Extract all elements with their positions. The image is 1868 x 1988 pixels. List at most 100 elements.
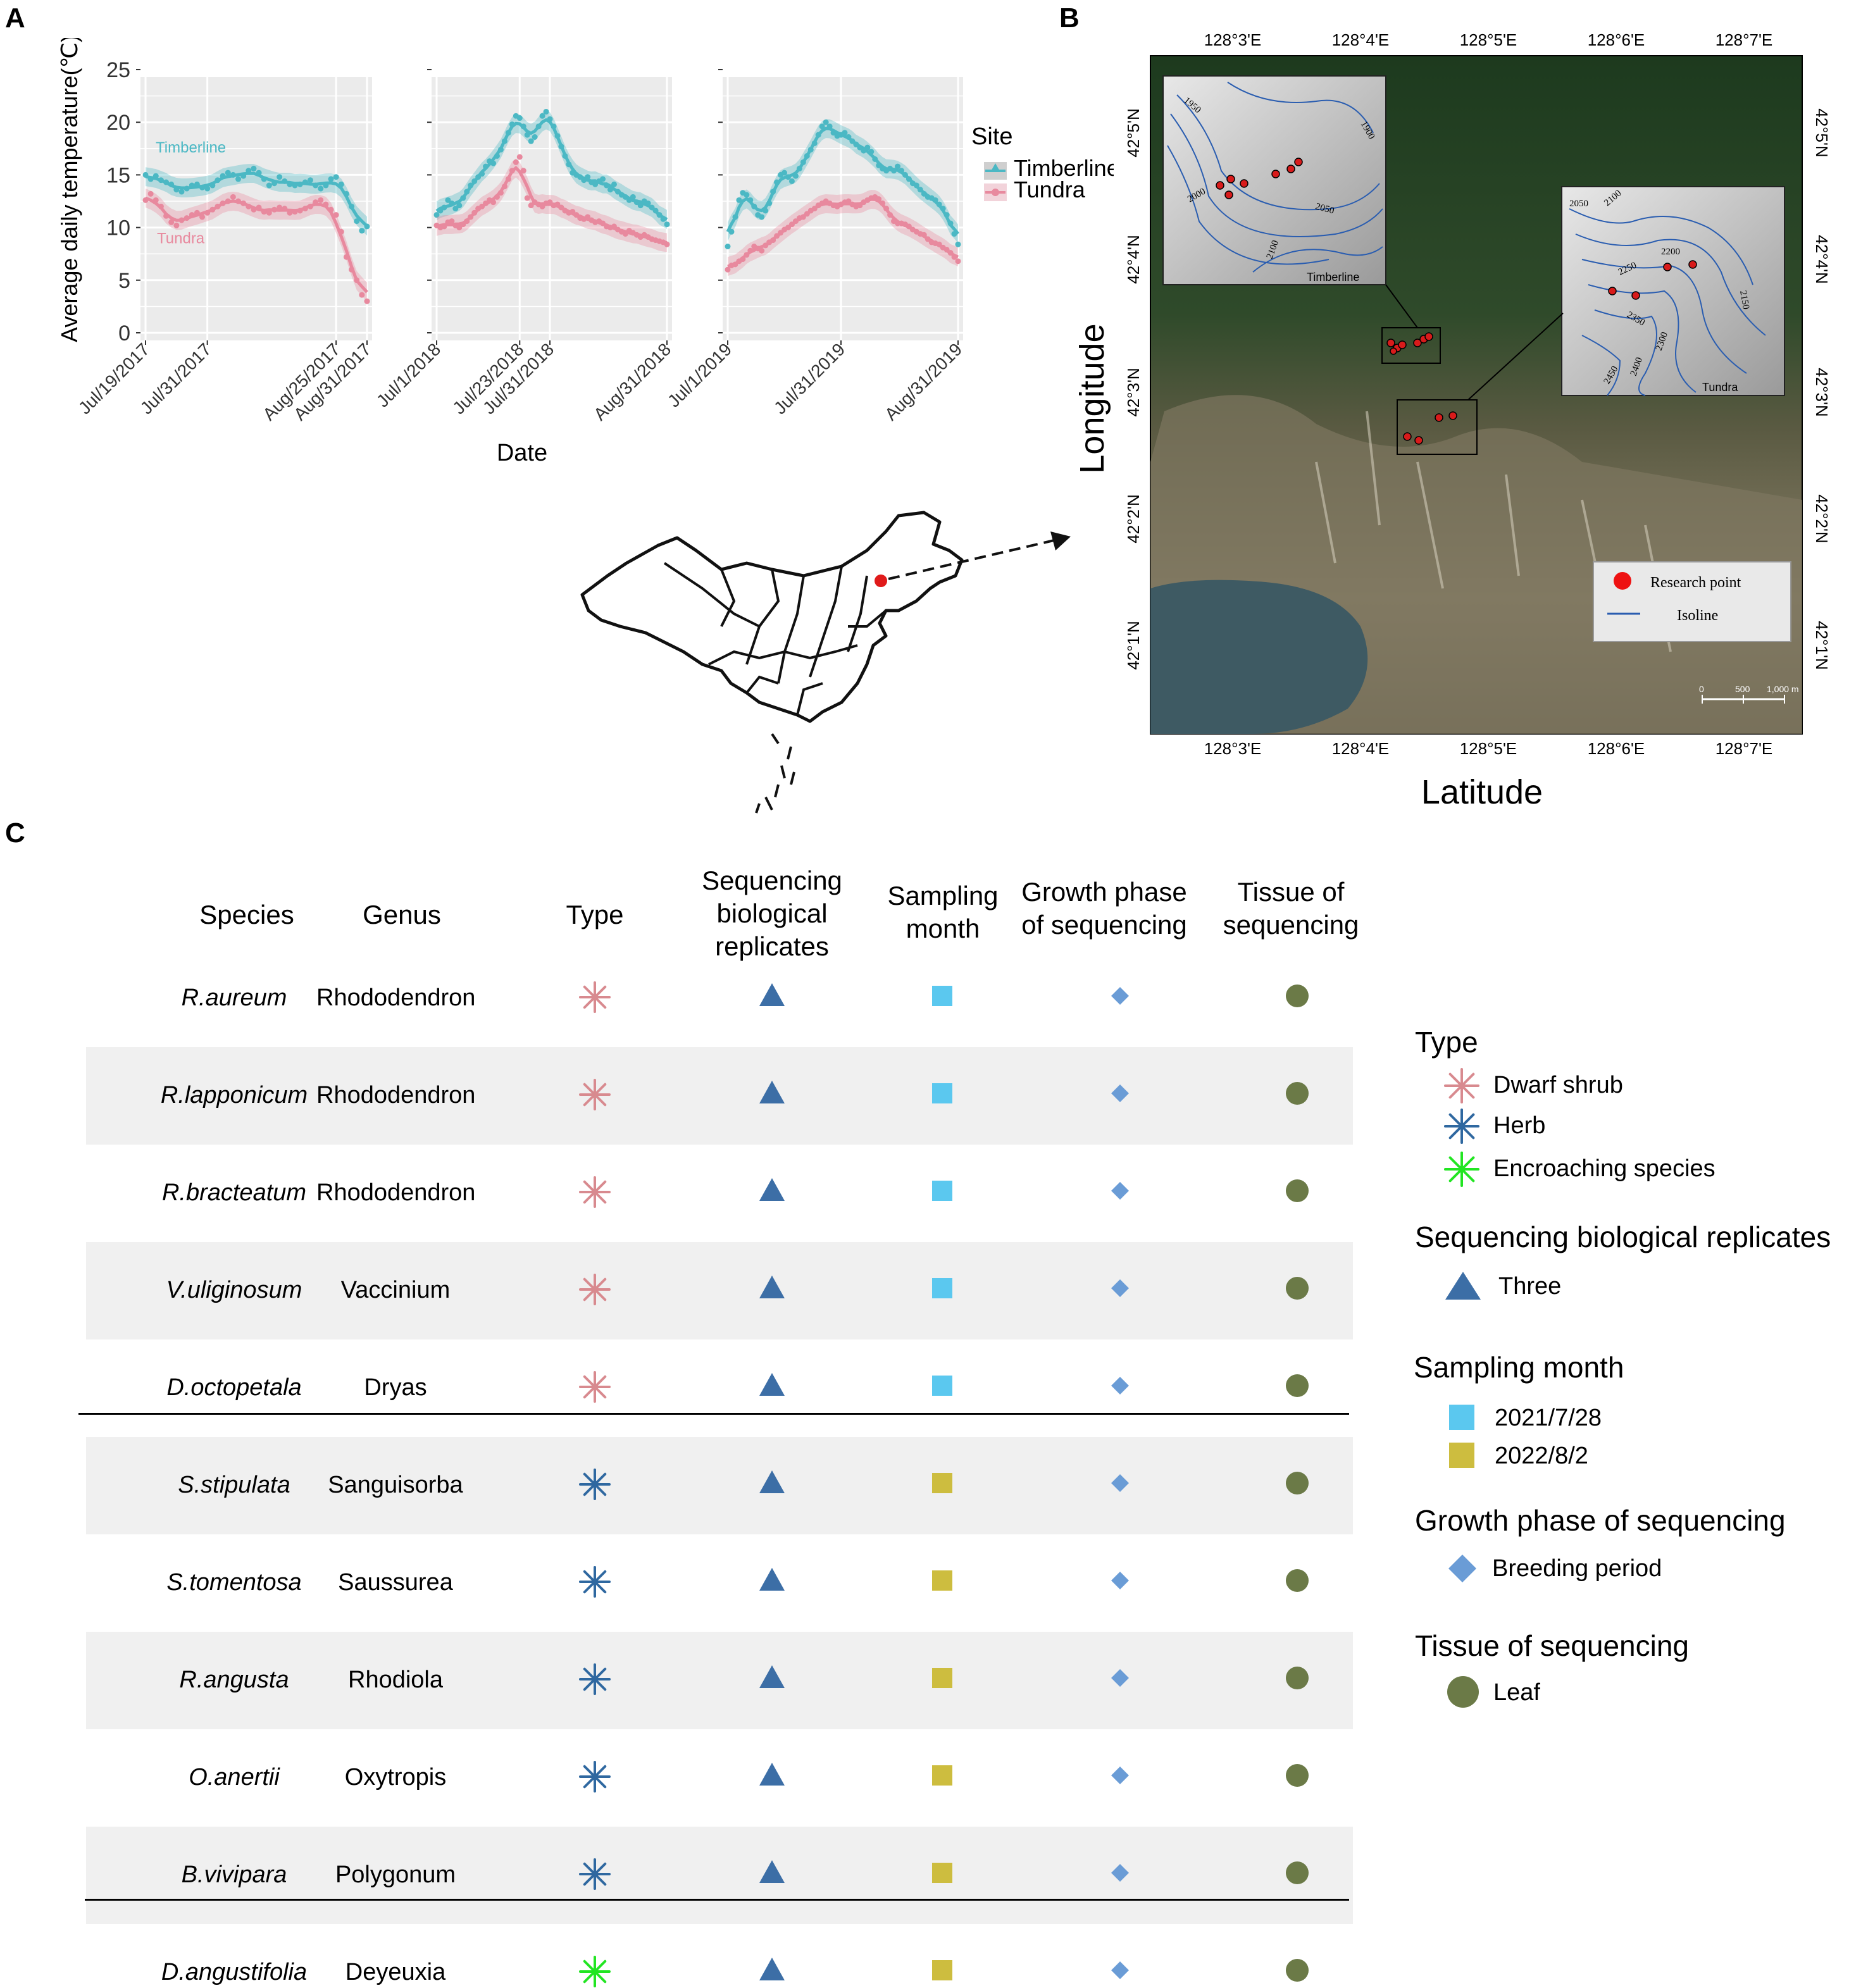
replicates-triangle-icon (759, 1470, 785, 1493)
data-point (849, 138, 856, 144)
data-point (759, 214, 765, 220)
month-square-icon (932, 1376, 952, 1396)
data-point (637, 202, 644, 209)
data-point (785, 225, 791, 231)
genus-name: Dryas (364, 1374, 427, 1401)
data-point (483, 163, 489, 170)
genus-name: Saussurea (338, 1569, 453, 1596)
species-name: D.angustifolia (161, 1959, 308, 1985)
data-point (951, 254, 957, 260)
data-point (652, 208, 659, 214)
genus-name: Rhodiola (348, 1667, 443, 1693)
crater-lake (1150, 580, 1368, 734)
data-point (547, 199, 553, 206)
data-point (349, 203, 355, 209)
data-point (872, 156, 878, 162)
data-point (468, 182, 474, 189)
data-point (349, 266, 355, 273)
data-point (338, 228, 344, 235)
data-point (277, 204, 283, 211)
data-point (158, 203, 164, 209)
data-point (359, 228, 365, 234)
header-line: Tissue of (1237, 877, 1345, 907)
legend-title: Site (971, 123, 1012, 150)
replicates-triangle-icon (759, 983, 785, 1006)
genus-name: Rhododendron (316, 1179, 476, 1206)
data-point (490, 199, 497, 206)
type-star-icon (579, 1858, 611, 1890)
data-point (891, 168, 897, 174)
series-timberline (433, 109, 670, 229)
data-point (513, 159, 519, 165)
legend-type-title: Type (1415, 1026, 1478, 1059)
data-point (539, 113, 545, 119)
series-tundra (433, 154, 670, 252)
data-point (740, 256, 746, 263)
species-name: R.lapponicum (160, 1082, 308, 1109)
tissue-circle-icon (1286, 1179, 1309, 1202)
data-point (566, 161, 572, 168)
divider-line (78, 1413, 1349, 1415)
data-point (558, 143, 564, 149)
data-point (494, 152, 500, 159)
data-point (505, 130, 511, 136)
growth-diamond-icon (1111, 1084, 1129, 1102)
data-point (483, 200, 489, 206)
study-area-map: 1950 1900 2000 2050 2100 Timberline 2050… (1073, 30, 1831, 811)
x-tick-label: Jul/1/2019 (664, 339, 735, 411)
genus-name: Oxytropis (344, 1764, 447, 1791)
data-point (471, 209, 478, 216)
data-point (441, 204, 447, 211)
legend-tissue-title: Tissue of sequencing (1415, 1629, 1690, 1662)
data-point (215, 177, 221, 183)
chart-xlabel: Date (497, 440, 547, 466)
growth-diamond-icon (1111, 1961, 1129, 1979)
arrow-icon (1050, 531, 1071, 550)
data-point (853, 141, 859, 147)
data-point (147, 190, 154, 197)
data-point (251, 206, 257, 213)
data-point (804, 211, 810, 217)
dwarf-shrub-icon (1444, 1068, 1479, 1103)
data-point (220, 173, 226, 179)
map-legend: Research point Isoline (1593, 561, 1791, 642)
scale-label: 1,000 m (1767, 684, 1799, 694)
data-point (460, 195, 466, 201)
species-name: V.uliginosum (166, 1277, 302, 1303)
data-point (328, 206, 334, 213)
data-point (936, 201, 942, 208)
data-point (796, 165, 802, 171)
species-name: B.vivipara (181, 1861, 287, 1888)
data-point (194, 209, 200, 216)
data-point (246, 203, 252, 209)
data-point (323, 182, 329, 189)
x-tick-label: Jul/1/2018 (373, 339, 444, 411)
data-point (343, 190, 349, 197)
map-tick-bottom: 128°4'E (1332, 739, 1390, 758)
genus-name: Rhododendron (316, 985, 476, 1011)
data-point (664, 241, 670, 247)
type-star-icon (579, 1663, 611, 1695)
data-point (906, 223, 912, 230)
data-point (475, 174, 482, 180)
data-point (763, 208, 769, 214)
data-point (501, 183, 507, 190)
data-point (732, 261, 738, 268)
data-point (449, 200, 455, 206)
series-tundra (142, 189, 370, 304)
data-point (189, 182, 195, 189)
data-point (505, 176, 511, 182)
data-point (864, 144, 871, 151)
data-point (751, 203, 757, 209)
data-point (622, 231, 628, 237)
data-point (947, 220, 954, 227)
data-point (600, 176, 606, 182)
data-point (543, 109, 549, 115)
data-point (516, 154, 523, 160)
data-point (449, 218, 455, 225)
data-point (585, 214, 591, 220)
data-point (142, 197, 149, 203)
data-point (592, 181, 599, 187)
month2-square-icon (1449, 1443, 1474, 1468)
